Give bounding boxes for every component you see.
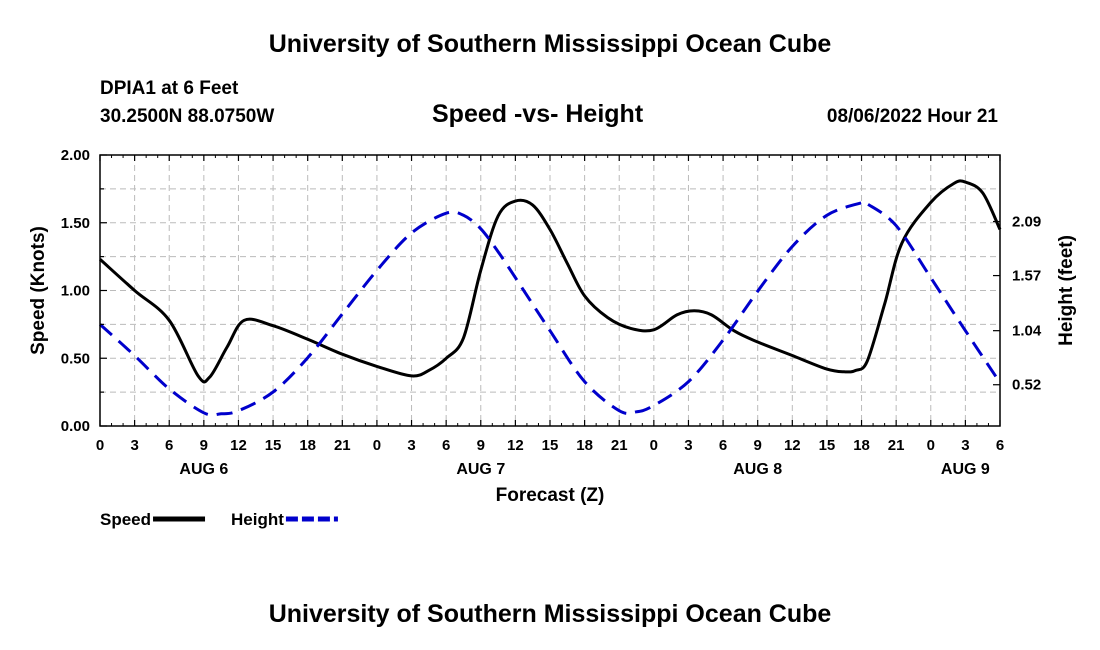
y-tick-label: 2.00 (61, 147, 90, 164)
page-title-footer: University of Southern Mississippi Ocean… (268, 600, 832, 628)
legend-label-height: Height (231, 510, 284, 529)
y2-axis-title: Height (feet) (1056, 235, 1077, 346)
legend-label-speed: Speed (100, 510, 151, 529)
x-day-label: AUG 6 (179, 461, 228, 478)
x-tick-label: 12 (230, 437, 247, 454)
chart-series (98, 179, 1002, 417)
x-tick-label: 0 (927, 437, 935, 454)
y-axis-title: Speed (Knots) (28, 226, 49, 355)
x-tick-label: 15 (265, 437, 282, 454)
x-tick-label: 9 (477, 437, 485, 454)
x-tick-label: 6 (165, 437, 173, 454)
station-label: DPIA1 at 6 Feet (100, 78, 239, 99)
series-line-speed (98, 179, 1002, 384)
page-title: University of Southern Mississippi Ocean… (268, 30, 832, 58)
x-tick-label: 3 (684, 437, 692, 454)
x-tick-label: 3 (130, 437, 138, 454)
chart-axes: 0 3 6 9 12 15 18 21 0 3 6 9 12 15 18 21 0 3 6 9 12 15 18 21 0 3 6 0… (28, 147, 1077, 506)
x-tick-label: 6 (996, 437, 1004, 454)
chart-legend: Speed Height (100, 510, 338, 529)
x-tick-label: 18 (576, 437, 593, 454)
x-tick-label: 21 (611, 437, 628, 454)
x-day-label: AUG 7 (456, 461, 505, 478)
chart-grid (100, 155, 1000, 426)
y-tick-label: 0.50 (61, 350, 90, 367)
x-tick-label: 9 (200, 437, 208, 454)
forecast-date-hour: 08/06/2022 Hour 21 (826, 106, 998, 127)
x-tick-label: 12 (507, 437, 524, 454)
y-tick-label: 0.00 (61, 418, 90, 435)
x-tick-label: 12 (784, 437, 801, 454)
x-day-label: AUG 8 (733, 461, 782, 478)
x-tick-label: 3 (407, 437, 415, 454)
x-tick-label: 15 (819, 437, 836, 454)
x-tick-label: 21 (888, 437, 905, 454)
x-tick-label: 0 (373, 437, 381, 454)
x-tick-label: 6 (442, 437, 450, 454)
x-axis-title: Forecast (Z) (496, 485, 605, 506)
y2-tick-label: 0.52 (1012, 377, 1041, 394)
x-tick-label: 3 (961, 437, 969, 454)
x-tick-label: 18 (299, 437, 316, 454)
x-tick-label: 0 (96, 437, 104, 454)
x-day-label: AUG 9 (941, 461, 990, 478)
x-tick-label: 21 (334, 437, 351, 454)
y-tick-label: 1.50 (61, 215, 90, 232)
y2-tick-label: 2.09 (1012, 214, 1041, 231)
chart-title: Speed -vs- Height (432, 100, 644, 128)
x-tick-label: 18 (853, 437, 870, 454)
y-tick-label: 1.00 (61, 283, 90, 300)
x-tick-label: 0 (650, 437, 658, 454)
x-tick-label: 9 (754, 437, 762, 454)
x-tick-label: 15 (542, 437, 559, 454)
y2-tick-label: 1.57 (1012, 268, 1041, 285)
y2-tick-label: 1.04 (1012, 323, 1042, 340)
station-coordinates: 30.2500N 88.0750W (100, 106, 275, 127)
series-line-height (98, 199, 1002, 417)
x-tick-label: 6 (719, 437, 727, 454)
